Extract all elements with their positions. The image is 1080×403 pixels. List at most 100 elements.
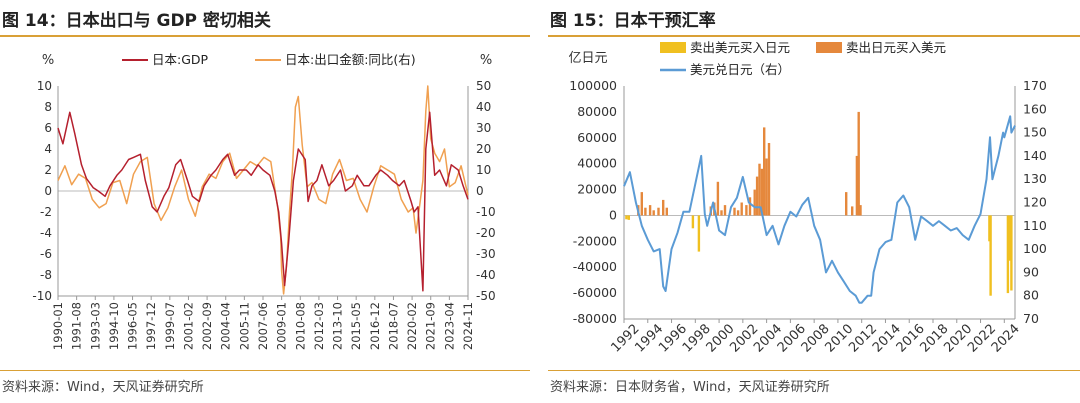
bar-sell-usd (627, 215, 630, 220)
y-tick-label-right: 130 (1023, 171, 1047, 186)
bar-buy-usd (765, 158, 768, 216)
gdp-line (57, 111, 469, 292)
y-tick-label-right: 140 (1023, 148, 1047, 163)
bar-sell-usd (989, 215, 992, 296)
bar-buy-usd (859, 205, 862, 216)
y-tick-label-right: 10 (476, 163, 491, 177)
bar-sell-usd (1010, 215, 1013, 291)
y-tick-label-left: 4 (44, 142, 52, 156)
source-rule (548, 370, 1080, 371)
y-tick-label-right: 80 (1023, 288, 1039, 303)
title-rule (0, 35, 530, 37)
y-tick-label-right: -50 (476, 289, 496, 303)
y-tick-label-right: 0 (476, 184, 484, 198)
x-tick-label: 1993-03 (88, 302, 102, 350)
bar-sell-usd (691, 215, 695, 229)
x-tick-label: 1997-12 (144, 302, 158, 350)
x-tick-label: 2009-01 (275, 302, 289, 350)
x-tick-label: 1999-07 (163, 302, 177, 350)
bar-buy-usd (652, 210, 655, 216)
x-tick-label: 2015-05 (349, 302, 363, 350)
y-tick-label-left: -6 (40, 247, 52, 261)
fx-intervention-chart: -80000 -60000 -40000 -20000 0 20000 40000 60000… (568, 40, 1047, 356)
y-tick-label-left: 0 (44, 184, 52, 198)
y-tick-label-left: -60000 (573, 285, 617, 300)
y-tick-label-left: 80000 (577, 104, 617, 119)
x-tick-label: 1996-05 (126, 302, 140, 350)
legend-label-export: 日本:出口金额:同比(右) (285, 52, 416, 67)
y-tick-label-right: 160 (1023, 101, 1047, 116)
y-tick-label-left: 100000 (569, 78, 617, 93)
y-tick-label-left: -8 (40, 268, 52, 282)
gdp-export-chart: -10-8-6-4-20246810-50-40-30-20-100102030… (32, 52, 496, 350)
y-tick-label-left: 20000 (577, 182, 617, 197)
bar-buy-usd (851, 206, 854, 216)
bar-buy-usd (760, 168, 764, 216)
bar-buy-usd (855, 155, 859, 216)
bar-sell-usd (1008, 215, 1011, 261)
y-axis-label-right: % (480, 53, 492, 68)
y-axis-label-left: 亿日元 (568, 51, 607, 66)
bar-buy-usd (767, 143, 771, 216)
y-tick-label-left: 40000 (577, 156, 617, 171)
y-tick-label-left: -20000 (573, 233, 617, 248)
export-yoy-line (57, 85, 469, 295)
bar-buy-usd (657, 207, 660, 216)
y-tick-label-right: 90 (1023, 264, 1039, 279)
bar-buy-usd (640, 192, 643, 216)
legend-label-sell-usd: 卖出美元买入日元 (690, 40, 790, 55)
x-tick-label: 2005-11 (237, 302, 251, 350)
usdjpy-line (623, 115, 1016, 304)
x-tick-label: 1990-01 (51, 302, 65, 350)
x-tick-label: 2007-06 (256, 302, 270, 350)
chart-title: 图 15：日本干预汇率 (550, 11, 716, 31)
x-tick-label: 2024 (989, 322, 1023, 356)
y-tick-label-right: 20 (476, 142, 491, 156)
y-tick-label-right: 50 (476, 79, 491, 93)
y-tick-label-right: 30 (476, 121, 491, 135)
y-tick-label-left: 6 (44, 121, 52, 135)
y-tick-label-left: -80000 (573, 311, 617, 326)
source-note: 资料来源：日本财务省，Wind，天风证券研究所 (550, 380, 830, 395)
bar-buy-usd (733, 207, 736, 216)
y-tick-label-left: -2 (40, 205, 52, 219)
y-axis-label-left: % (42, 53, 54, 68)
x-tick-label: 2001-02 (181, 302, 195, 350)
bar-buy-usd (665, 207, 668, 216)
y-tick-label-right: 100 (1023, 241, 1047, 256)
x-tick-label: 2024-11 (461, 302, 475, 350)
y-tick-label-right: -10 (476, 205, 496, 219)
y-tick-label-right: -40 (476, 268, 496, 282)
x-tick-label: 2020-02 (405, 302, 419, 350)
y-tick-label-right: 70 (1023, 311, 1039, 326)
y-tick-label-right: 150 (1023, 125, 1047, 140)
bar-buy-usd (648, 205, 652, 216)
y-tick-label-right: 40 (476, 100, 491, 114)
x-tick-label: 2016-12 (368, 302, 382, 350)
y-tick-label-left: 60000 (577, 130, 617, 145)
y-tick-label-right: -30 (476, 247, 496, 261)
bar-buy-usd (748, 197, 752, 216)
bar-sell-usd (625, 215, 628, 220)
y-tick-label-left: 10 (37, 79, 52, 93)
legend-label-buy-usd: 卖出日元买入美元 (846, 40, 946, 55)
x-tick-label: 2018-07 (386, 302, 400, 350)
y-tick-label-left: 8 (44, 100, 52, 114)
bar-buy-usd (763, 127, 766, 216)
x-tick-label: 2021-09 (424, 302, 438, 350)
bar-buy-usd (758, 163, 761, 216)
bar-buy-usd (845, 192, 848, 216)
bar-buy-usd (736, 210, 740, 216)
bar-buy-usd (723, 205, 727, 216)
panel-fx-intervention: 图 15：日本干预汇率 -80000 -60000 -40000 -20000 0 200… (548, 0, 1080, 403)
source-note: 资料来源：Wind，天风证券研究所 (2, 380, 204, 395)
y-tick-label-left: 2 (44, 163, 52, 177)
y-tick-label-left: -4 (40, 226, 52, 240)
bar-buy-usd (662, 199, 665, 216)
legend-swatch-sell-usd (660, 42, 686, 53)
source-rule (0, 370, 530, 371)
x-tick-label: 2004-04 (219, 302, 233, 350)
y-tick-label-right: 110 (1023, 218, 1047, 233)
bar-buy-usd (755, 176, 759, 216)
x-tick-label: 2012-03 (312, 302, 326, 350)
